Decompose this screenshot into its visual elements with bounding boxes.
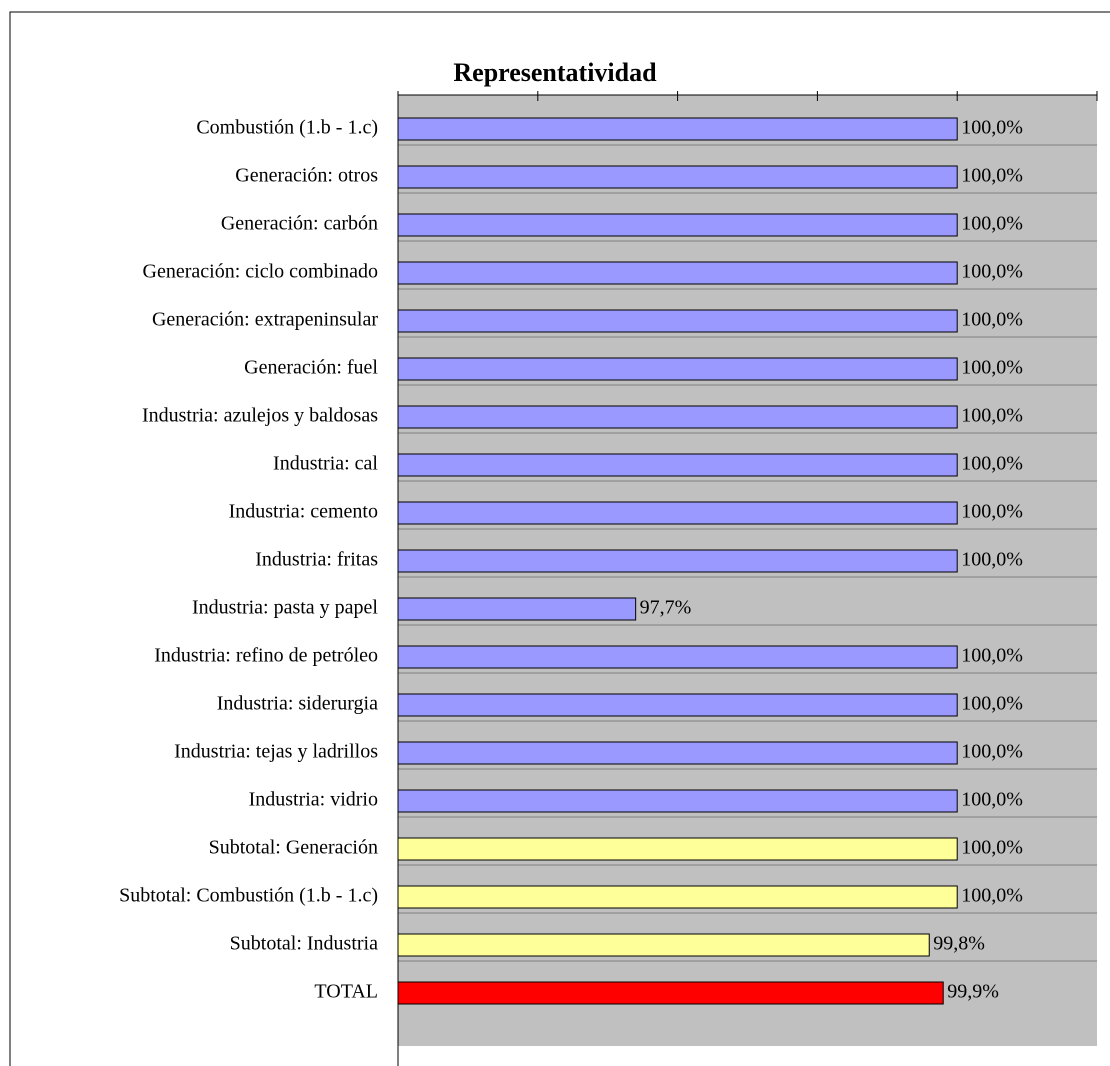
bar [397, 693, 958, 717]
value-label: 100,0% [961, 213, 1023, 235]
y-tick-label: Industria: cal [273, 453, 378, 475]
y-tick-label: Subtotal: Generación [209, 837, 378, 859]
y-tick-label: Industria: refino de petróleo [154, 645, 378, 667]
y-tick-label: Generación: fuel [244, 357, 378, 379]
value-label: 100,0% [961, 309, 1023, 331]
value-label: 97,7% [640, 597, 692, 619]
bar [397, 501, 958, 525]
bar [397, 789, 958, 813]
value-label: 99,8% [933, 933, 985, 955]
bar [397, 117, 958, 141]
value-label: 100,0% [961, 405, 1023, 427]
y-tick-label: Generación: ciclo combinado [143, 261, 378, 283]
value-label: 99,9% [947, 981, 999, 1003]
value-label: 100,0% [961, 549, 1023, 571]
value-label: 100,0% [961, 693, 1023, 715]
value-label: 100,0% [961, 501, 1023, 523]
value-label: 100,0% [961, 885, 1023, 907]
y-tick-label: Subtotal: Industria [230, 933, 378, 955]
y-tick-label: Generación: extrapeninsular [152, 309, 378, 331]
chart-title: Representatividad [453, 58, 657, 87]
value-label: 100,0% [961, 453, 1023, 475]
bar [397, 645, 958, 669]
bar [397, 549, 958, 573]
value-label: 100,0% [961, 741, 1023, 763]
y-tick-label: Industria: tejas y ladrillos [174, 741, 378, 763]
y-tick-label: Generación: otros [235, 165, 378, 187]
bar [397, 837, 958, 861]
bar [397, 213, 958, 237]
bar [397, 165, 958, 189]
value-label: 100,0% [961, 261, 1023, 283]
y-tick-label: TOTAL [314, 981, 378, 1003]
y-tick-label: Industria: cemento [229, 501, 378, 523]
y-tick-label: Industria: vidrio [249, 789, 378, 811]
bar [397, 261, 958, 285]
y-tick-label: Industria: azulejos y baldosas [142, 405, 378, 427]
bar [397, 597, 637, 621]
y-tick-label: Industria: fritas [255, 549, 378, 571]
value-label: 100,0% [961, 645, 1023, 667]
y-tick-label: Industria: pasta y papel [192, 597, 378, 619]
bar [397, 981, 944, 1005]
y-tick-label: Generación: carbón [221, 213, 378, 235]
y-tick-label: Industria: siderurgia [217, 693, 378, 715]
bar [397, 885, 958, 909]
value-label: 100,0% [961, 837, 1023, 859]
value-label: 100,0% [961, 117, 1023, 139]
value-label: 100,0% [961, 357, 1023, 379]
value-label: 100,0% [961, 165, 1023, 187]
bar [397, 405, 958, 429]
bar [397, 309, 958, 333]
bar [397, 933, 930, 957]
bar [397, 453, 958, 477]
y-tick-label: Combustión (1.b - 1.c) [196, 117, 378, 139]
bar [397, 357, 958, 381]
bar [397, 741, 958, 765]
value-label: 100,0% [961, 789, 1023, 811]
y-tick-label: Subtotal: Combustión (1.b - 1.c) [119, 885, 378, 907]
